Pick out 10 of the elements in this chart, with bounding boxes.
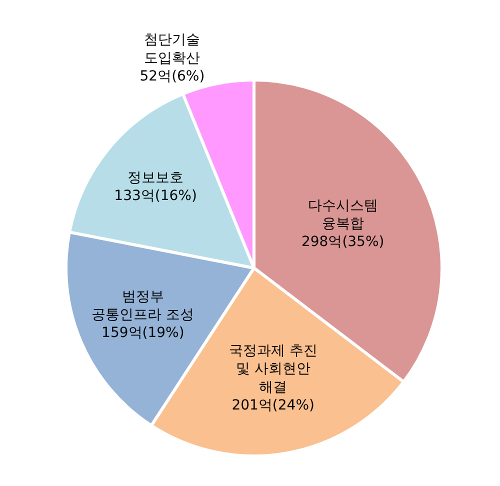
slice-label: 범정부 공통인프라 조성 [92,288,194,324]
data-label: 298억(35%) [301,234,384,250]
data-label: 133억(16%) [114,188,197,204]
data-label: 159억(19%) [102,325,184,342]
slice-label: 정보보호 [128,170,184,186]
data-label: 201억(24%) [232,398,314,414]
slice-label: 첨단기술 도입확산 [144,32,200,66]
slice-label: 국정과제 추진 및 사회현안 해결 [228,342,318,396]
slice-label: 다수시스템 융복합 [308,198,378,232]
data-label: 52억(6%) [140,68,205,84]
